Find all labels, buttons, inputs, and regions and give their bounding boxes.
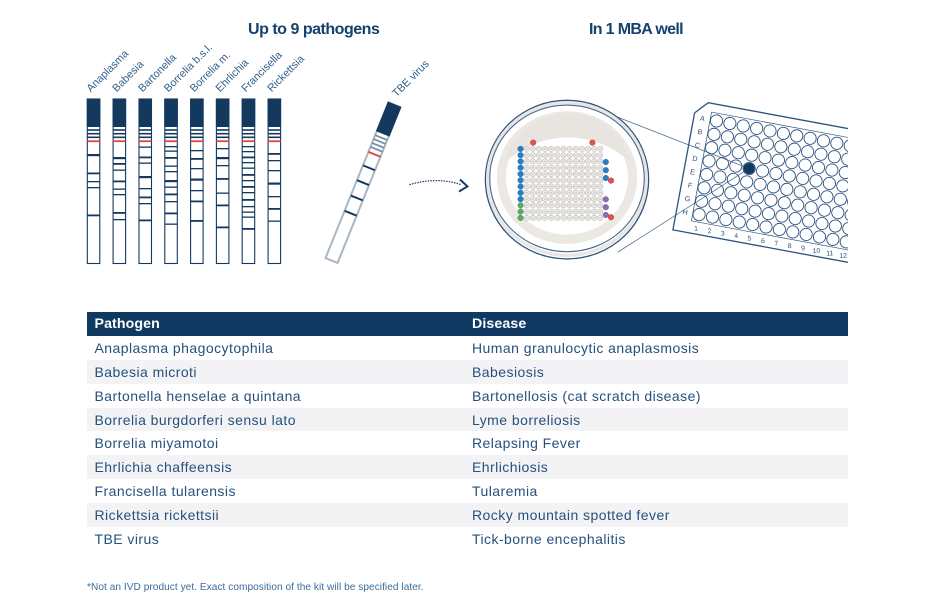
svg-text:A: A xyxy=(699,114,706,124)
svg-text:E: E xyxy=(689,167,696,177)
svg-text:H: H xyxy=(682,207,689,217)
svg-text:TBE virus: TBE virus xyxy=(390,58,432,100)
svg-text:12: 12 xyxy=(839,253,847,260)
svg-text:4: 4 xyxy=(734,233,738,240)
svg-text:G: G xyxy=(684,194,692,204)
svg-text:2: 2 xyxy=(707,228,711,235)
svg-text:F: F xyxy=(687,180,694,190)
svg-text:B: B xyxy=(697,127,704,137)
svg-text:9: 9 xyxy=(801,245,805,252)
svg-text:7: 7 xyxy=(774,240,778,247)
svg-text:11: 11 xyxy=(826,250,834,257)
svg-text:1: 1 xyxy=(694,226,698,233)
svg-text:5: 5 xyxy=(748,235,752,242)
svg-text:C: C xyxy=(694,140,701,150)
svg-text:10: 10 xyxy=(813,248,821,255)
svg-text:8: 8 xyxy=(788,243,792,250)
svg-text:3: 3 xyxy=(721,231,725,238)
svg-text:D: D xyxy=(692,154,699,164)
svg-text:6: 6 xyxy=(761,238,765,245)
